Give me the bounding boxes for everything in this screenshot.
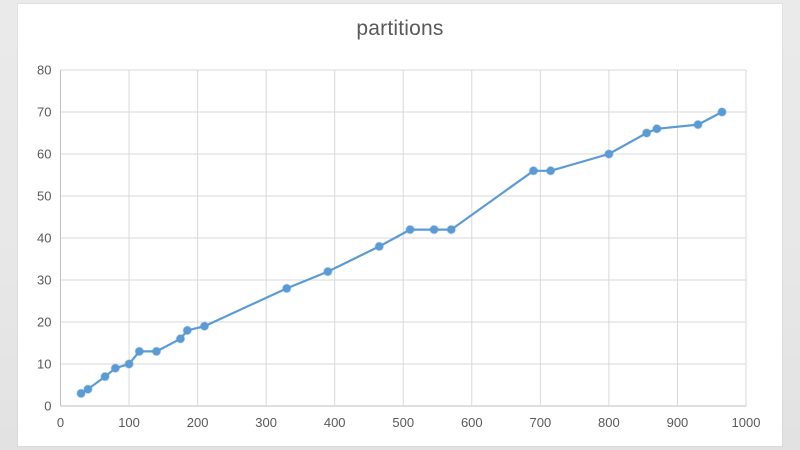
data-point-marker: [641, 128, 652, 138]
data-point-marker: [199, 321, 210, 331]
data-point-marker: [182, 325, 193, 336]
y-axis-tick-label: 0: [44, 399, 51, 414]
x-axis-tick-label: 400: [324, 415, 346, 430]
y-axis-tick-label: 20: [37, 315, 51, 330]
data-point-marker: [429, 224, 439, 235]
chart-card: partitions 0 10 20 30 40 50 60 70 80 0 100 200 300 40…: [18, 4, 782, 446]
y-axis-tick-label: 60: [37, 147, 51, 162]
data-point-marker: [405, 224, 415, 235]
data-point-marker: [100, 371, 110, 382]
x-axis-tick-label: 700: [529, 415, 551, 430]
data-point-marker: [76, 388, 86, 399]
data-point-marker: [281, 283, 292, 294]
y-axis-tick-label: 40: [37, 231, 51, 246]
data-point-marker: [652, 124, 662, 134]
y-axis-tick-label: 50: [37, 189, 51, 204]
data-point-marker: [717, 107, 727, 117]
data-point-marker: [545, 166, 556, 176]
y-axis-tick-label: 10: [37, 357, 51, 372]
y-axis-tick-label: 30: [37, 273, 51, 288]
x-axis-tick-label: 900: [667, 415, 689, 430]
data-point-marker: [528, 166, 539, 176]
y-axis-tick-label: 80: [37, 63, 51, 78]
data-point-marker: [151, 346, 162, 357]
data-point-marker: [83, 384, 93, 394]
x-axis-tick-label: 1000: [732, 415, 761, 430]
x-axis-tick-label: 0: [57, 415, 64, 430]
chart-title: partitions: [356, 17, 444, 40]
data-point-marker: [134, 346, 145, 357]
data-point-marker: [374, 241, 385, 252]
x-axis-tick-label: 100: [118, 415, 140, 430]
data-point-marker: [124, 359, 134, 369]
y-axis-tick-label: 70: [37, 105, 51, 120]
x-axis-tick-label: 800: [598, 415, 620, 430]
data-point-marker: [323, 266, 333, 277]
data-point-marker: [604, 149, 614, 159]
data-point-marker: [446, 224, 456, 235]
data-point-marker: [693, 119, 703, 130]
x-axis-tick-label: 300: [255, 415, 277, 430]
data-point-marker: [110, 363, 121, 373]
x-axis-tick-label: 500: [392, 415, 414, 430]
x-axis-tick-label: 600: [461, 415, 483, 430]
data-point-marker: [175, 334, 186, 344]
x-axis-tick-label: 200: [187, 415, 209, 430]
